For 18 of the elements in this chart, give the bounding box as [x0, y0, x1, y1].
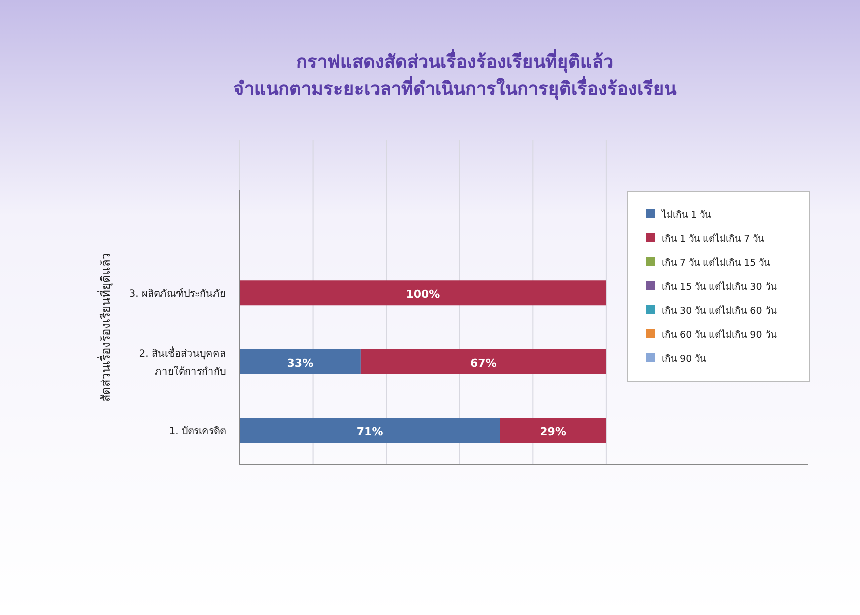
data-label: 29%	[540, 426, 566, 439]
data-label: 100%	[406, 288, 440, 302]
legend-label: เกิน 30 วัน แต่ไม่เกิน 60 วัน	[662, 305, 778, 317]
legend-label: เกิน 15 วัน แต่ไม่เกิน 30 วัน	[662, 281, 778, 293]
legend-label: เกิน 60 วัน แต่ไม่เกิน 90 วัน	[662, 329, 778, 341]
y-tick-label: 3. ผลิตภัณฑ์ประกันภัย	[129, 288, 226, 300]
data-label: 67%	[470, 356, 497, 370]
legend-label: เกิน 90 วัน	[662, 354, 708, 365]
legend-label: ไม่เกิน 1 วัน	[661, 209, 712, 221]
data-label: 33%	[287, 356, 314, 370]
y-tick-label: 2. สินเชื่อส่วนบุคคล ภายใต้การกำกับ	[139, 346, 226, 378]
chart-subtitle: จำแนกตามระยะเวลาที่ดำเนินการในการยุติเรื่องร้องเรียน	[234, 76, 678, 101]
data-label: 71%	[356, 426, 384, 439]
legend-label: เกิน 1 วัน แต่ไม่เกิน 7 วัน	[662, 233, 766, 245]
y-tick-label: 1. บัตรเครดิต	[169, 426, 226, 438]
legend-label: เกิน 7 วัน แต่ไม่เกิน 15 วัน	[662, 257, 772, 269]
y-axis-title: สัดส่วนเรื่องร้องเรียนที่ยุติแล้ว	[97, 253, 114, 402]
chart-title: กราฟแสดงสัดส่วนเรื่องร้องเรียนที่ยุติแล้ว	[296, 49, 614, 74]
